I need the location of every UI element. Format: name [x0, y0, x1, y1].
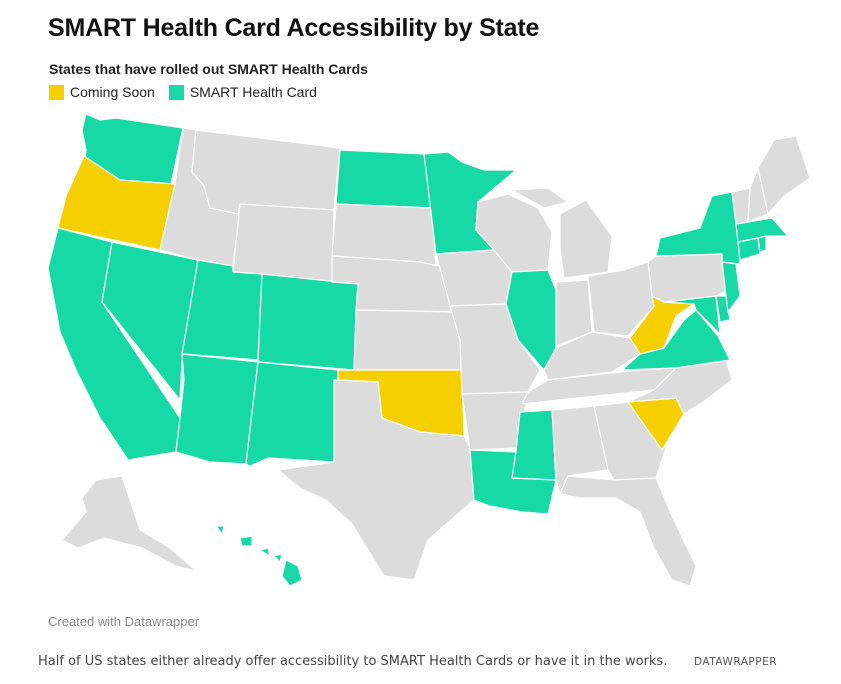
datawrapper-credit: Created with Datawrapper [48, 614, 200, 629]
state-ny[interactable] [655, 191, 741, 265]
figure-caption: Half of US states either already offer a… [38, 654, 668, 669]
legend-label-coming-soon: Coming Soon [70, 84, 155, 100]
state-nd[interactable] [335, 149, 433, 209]
state-pa[interactable] [647, 253, 729, 303]
state-mt[interactable] [191, 129, 341, 215]
legend: Coming Soon SMART Health Card [49, 84, 331, 100]
state-co[interactable] [257, 273, 359, 371]
chart-title: SMART Health Card Accessibility by State [48, 14, 540, 42]
state-wy[interactable] [232, 203, 335, 283]
state-ak[interactable] [61, 475, 199, 573]
state-mi[interactable] [511, 187, 613, 279]
legend-swatch-coming-soon [49, 84, 64, 100]
state-ks[interactable] [353, 309, 463, 371]
state-nv[interactable] [101, 241, 199, 401]
state-fl[interactable] [559, 475, 697, 587]
source-label[interactable]: DATAWRAPPER [694, 656, 778, 668]
state-ms[interactable] [511, 409, 557, 481]
us-map [47, 113, 811, 587]
state-ri[interactable] [757, 235, 767, 253]
state-tx[interactable] [277, 379, 475, 581]
state-nm[interactable] [245, 361, 339, 467]
legend-label-smart-health-card: SMART Health Card [189, 84, 317, 100]
state-hi[interactable] [215, 525, 303, 587]
legend-item-coming-soon: Coming Soon [49, 84, 155, 100]
chart-subtitle: States that have rolled out SMART Health… [49, 61, 368, 77]
state-az[interactable] [175, 353, 259, 465]
chart-card: SMART Health Card Accessibility by State… [47, 14, 811, 629]
state-ma[interactable] [735, 217, 789, 243]
legend-swatch-smart-health-card [168, 84, 184, 100]
state-me[interactable] [757, 135, 811, 215]
legend-item-smart-health-card: SMART Health Card [168, 84, 317, 100]
